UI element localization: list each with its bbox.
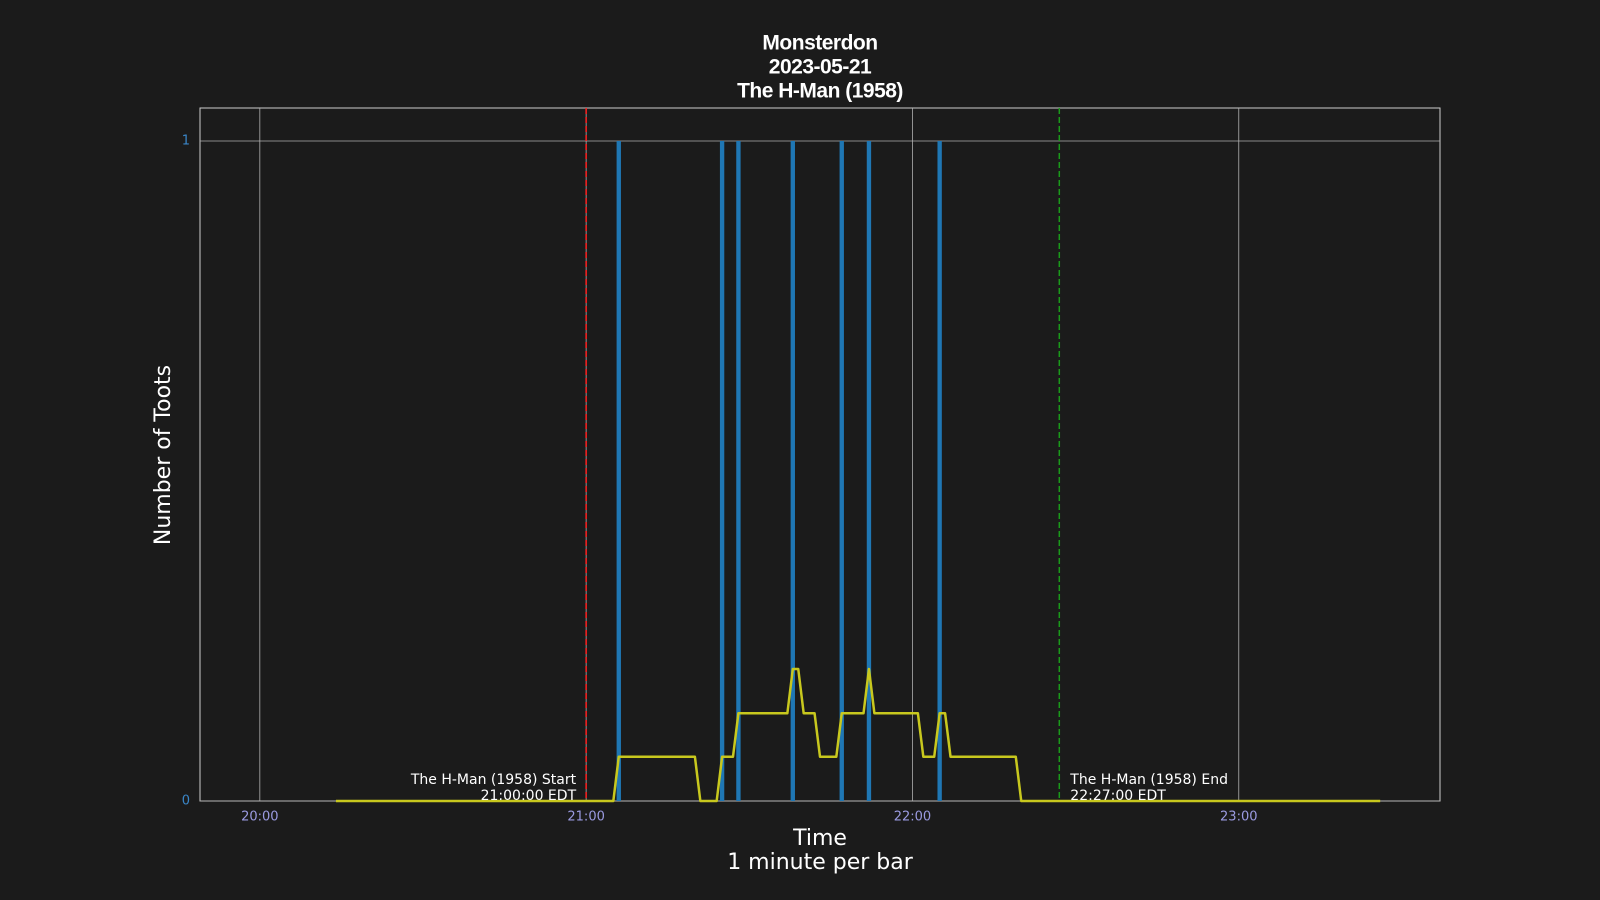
chart-title: The H-Man (1958) (737, 80, 903, 103)
annotation: 21:00:00 EDT (481, 788, 577, 804)
chart-title: Monsterdon (762, 32, 877, 55)
x-tick-label: 20:00 (241, 810, 278, 825)
x-axis-label: 1 minute per bar (727, 850, 914, 875)
y-axis-label: Number of Toots (151, 365, 176, 545)
annotation: The H-Man (1958) End (1069, 772, 1228, 788)
annotation: The H-Man (1958) Start (410, 772, 577, 788)
bar (719, 141, 725, 801)
annotation: 22:27:00 EDT (1070, 788, 1166, 804)
y-tick-label: 0 (182, 794, 190, 809)
bar (616, 141, 621, 801)
bar (839, 141, 844, 801)
x-tick-label: 22:00 (894, 810, 931, 825)
plot-frame (199, 107, 1441, 802)
y-tick-label: 1 (182, 134, 190, 149)
x-tick-label: 23:00 (1220, 810, 1257, 825)
bar (790, 141, 795, 801)
line (335, 667, 1381, 803)
x-axis-label: Time (792, 826, 847, 851)
bar (866, 141, 872, 801)
chart-title: 2023-05-21 (769, 56, 872, 79)
bar (736, 141, 741, 801)
bar (937, 141, 942, 801)
x-tick-label: 21:00 (567, 810, 604, 825)
